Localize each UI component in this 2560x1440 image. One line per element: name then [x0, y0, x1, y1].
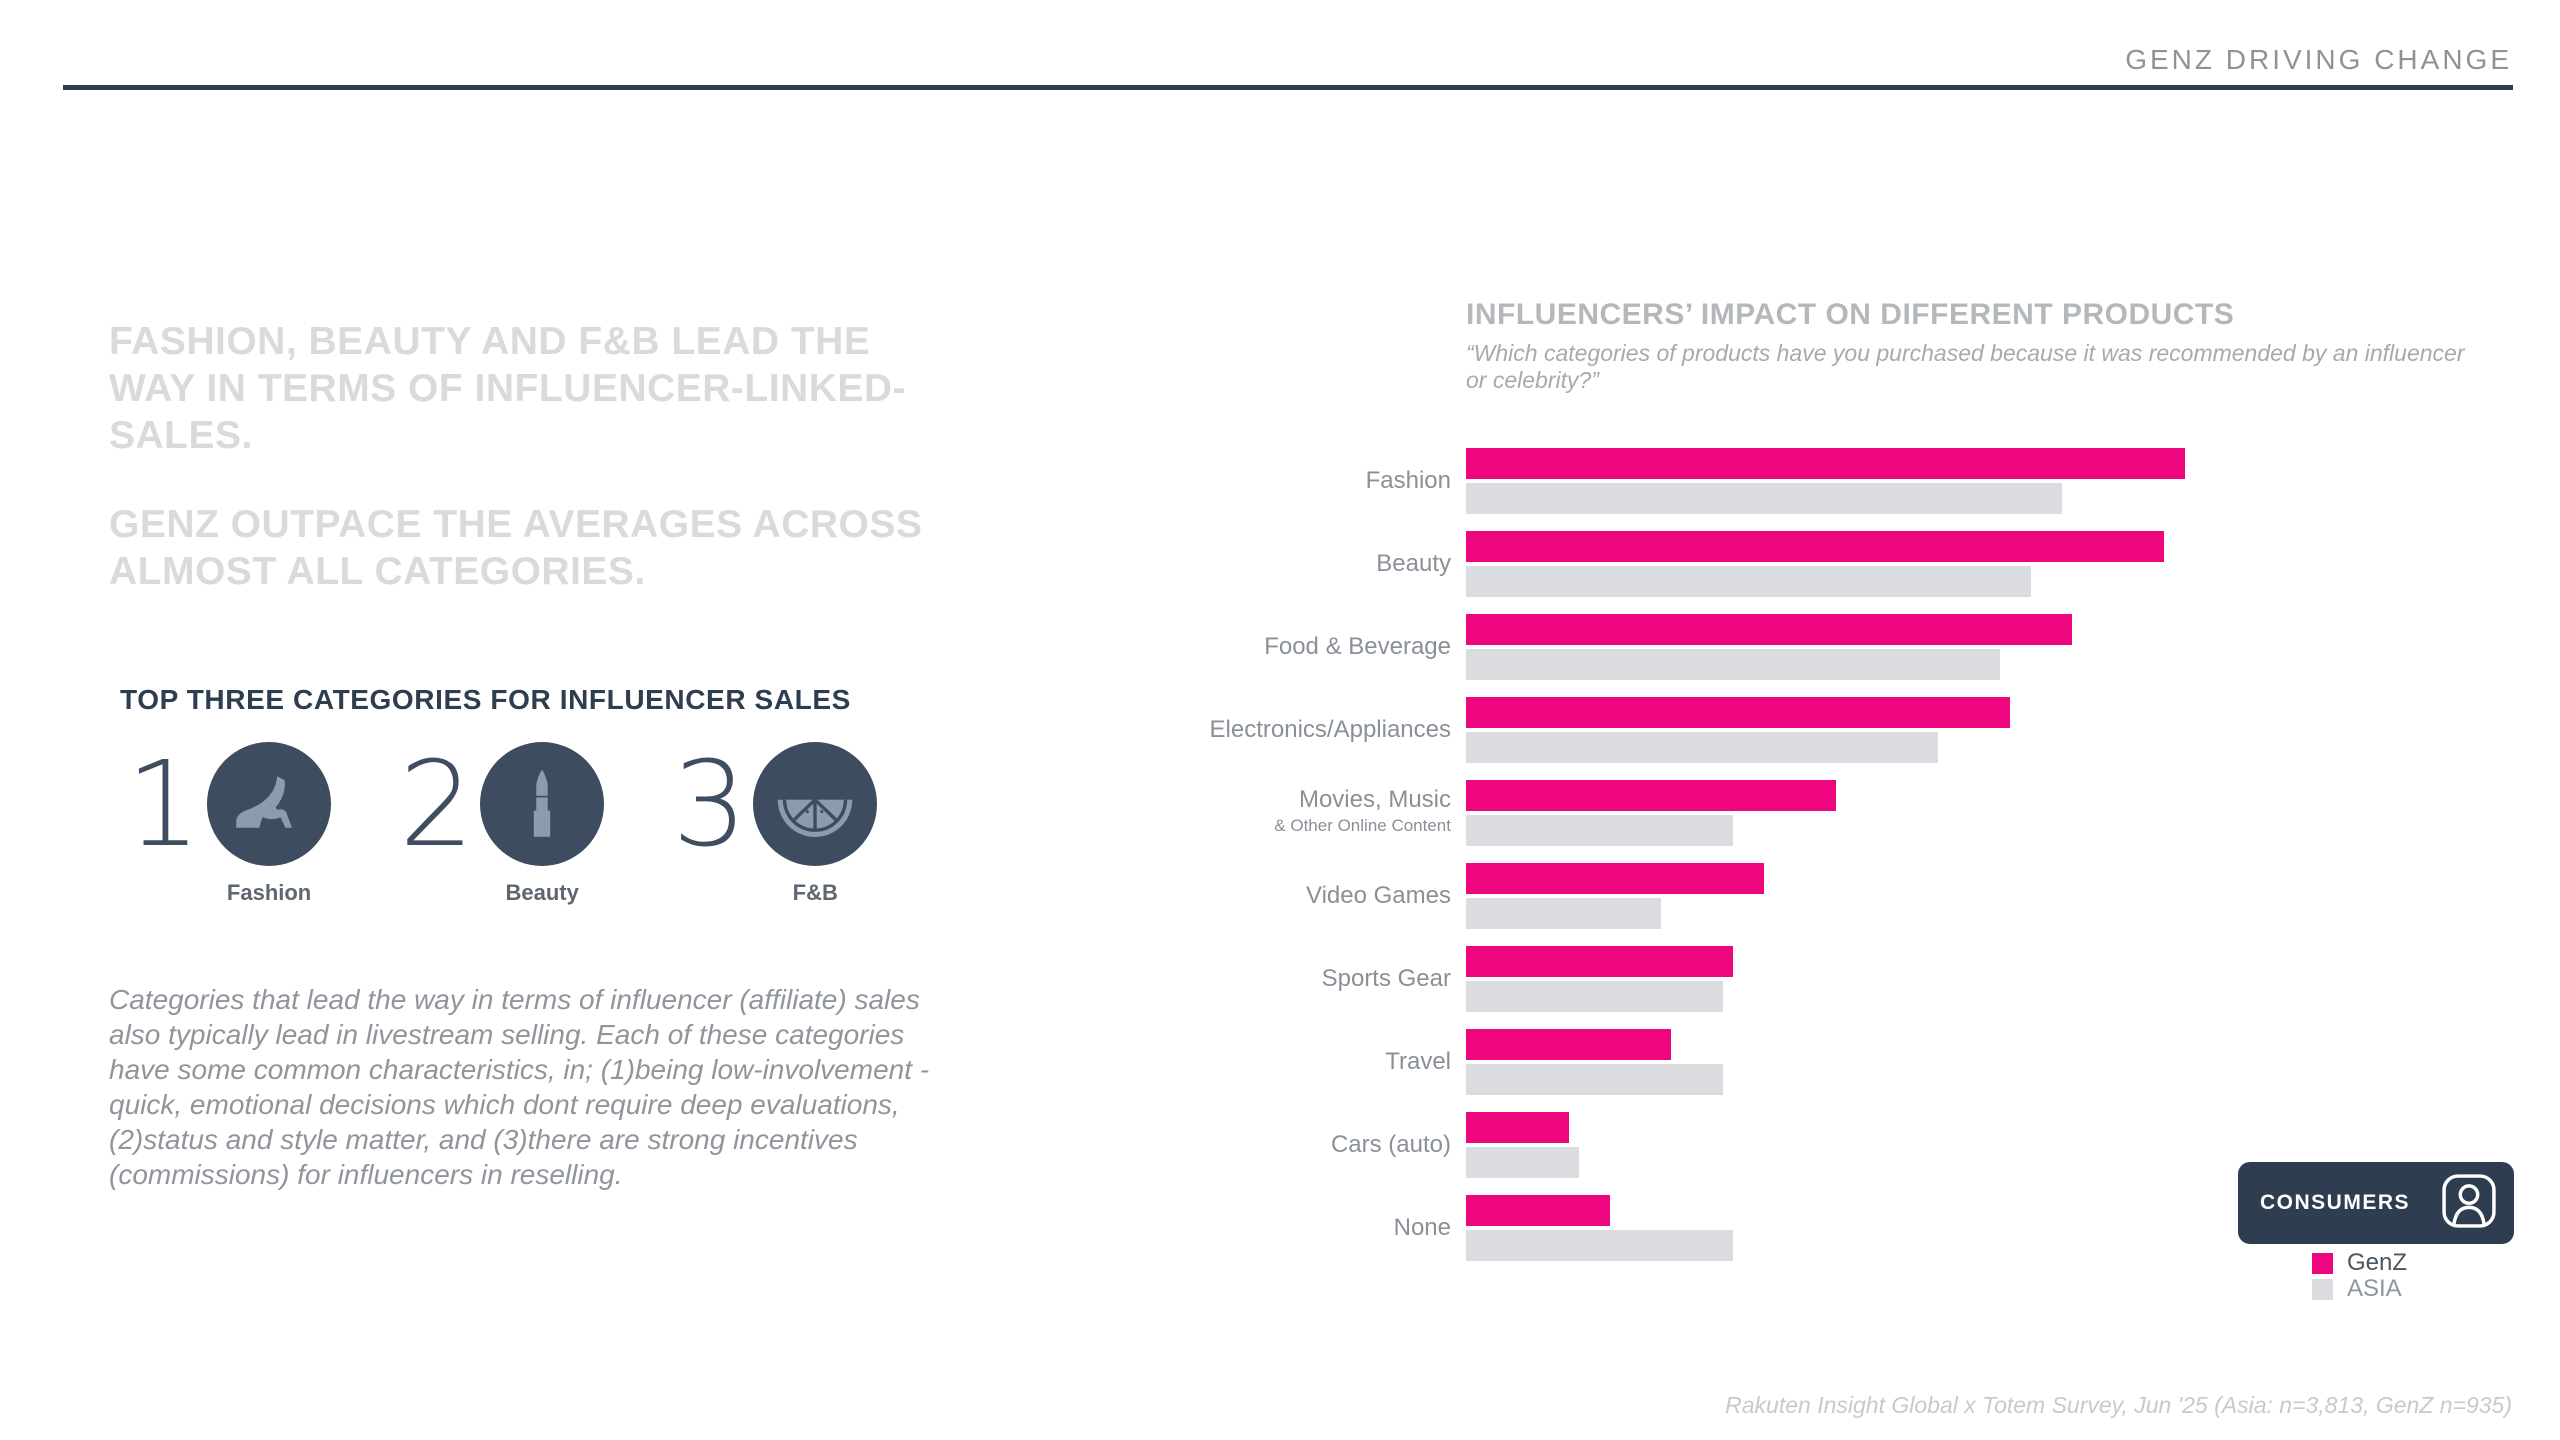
rank-item-fashion: 1 Fashion — [126, 735, 332, 906]
chart-row: Beauty — [1139, 531, 2276, 597]
category-label: Movies, Music — [1298, 786, 1451, 813]
rank-item-fnb: 3 F&B — [672, 735, 878, 906]
category-label: Sports Gear — [1321, 965, 1451, 992]
genz-bar — [1466, 1112, 1569, 1143]
rank-number: 2 — [399, 735, 475, 873]
source-note: Rakuten Insight Global x Totem Survey, J… — [1725, 1392, 2512, 1418]
top-three-rankings: 1 Fashion 2 Beauty 3 — [126, 735, 878, 906]
asia-bar — [1466, 815, 1734, 846]
consumers-badge: CONSUMERS — [2238, 1162, 2514, 1244]
headline-1: FASHION, BEAUTY AND F&B LEAD THE WAY IN … — [109, 320, 907, 457]
genz-bar — [1466, 531, 2165, 562]
legend-item-genz: GenZ — [2312, 1250, 2407, 1276]
rank-label: Fashion — [226, 880, 312, 905]
chart-row: Movies, Music & Other Online Content — [1139, 780, 2276, 846]
category-label: Cars (auto) — [1330, 1131, 1451, 1158]
genz-bar — [1466, 946, 1734, 977]
header-rule — [63, 85, 2513, 90]
rank-number: 3 — [672, 735, 748, 873]
asia-bar — [1466, 649, 2001, 680]
category-label: None — [1393, 1214, 1451, 1241]
genz-bar — [1466, 1195, 1610, 1226]
asia-bar — [1466, 1147, 1579, 1178]
chart-row: Cars (auto) — [1139, 1112, 2276, 1178]
category-label: Food & Beverage — [1264, 633, 1451, 660]
genz-bar — [1466, 863, 1764, 894]
chart-title: INFLUENCERS’ IMPACT ON DIFFERENT PRODUCT… — [1466, 298, 2235, 331]
chart-row: Video Games — [1139, 863, 2276, 929]
genz-swatch — [2312, 1252, 2333, 1274]
commentary-text: Categories that lead the way in terms of… — [109, 984, 930, 1190]
genz-bar — [1466, 1029, 1672, 1060]
chart-row: Electronics/Appliances — [1139, 697, 2276, 763]
asia-bar — [1466, 483, 2062, 514]
bar-chart: Fashion Beauty Food & Beverage Electro — [1139, 448, 2276, 1278]
chart-row: Fashion — [1139, 448, 2276, 514]
asia-bar — [1466, 1230, 1734, 1261]
category-label: Travel — [1385, 1048, 1451, 1075]
legend-label: GenZ — [2347, 1249, 2408, 1276]
category-sublabel: & Other Online Content — [1274, 816, 1451, 835]
page-title: GENZ DRIVING CHANGE — [2125, 44, 2512, 75]
legend-label: ASIA — [2347, 1275, 2402, 1302]
headline-block: FASHION, BEAUTY AND F&B LEAD THE WAY IN … — [109, 318, 959, 595]
asia-swatch — [2312, 1278, 2333, 1300]
category-label: Fashion — [1365, 467, 1451, 494]
genz-bar — [1466, 697, 2011, 728]
chart-legend: GenZ ASIA — [2312, 1250, 2407, 1302]
high-heel-icon — [207, 742, 332, 866]
genz-bar — [1466, 780, 1836, 811]
category-label: Video Games — [1306, 882, 1451, 909]
asia-bar — [1466, 898, 1662, 929]
chart-row: None — [1139, 1195, 2276, 1261]
headline-2: GENZ OUTPACE THE AVERAGES ACROSS ALMOST … — [109, 503, 923, 593]
person-icon — [2440, 1172, 2498, 1235]
rank-label: Beauty — [505, 880, 579, 905]
section-title: TOP THREE CATEGORIES FOR INFLUENCER SALE… — [120, 684, 851, 715]
chart-row: Travel — [1139, 1029, 2276, 1095]
asia-bar — [1466, 981, 1723, 1012]
consumers-badge-label: CONSUMERS — [2260, 1191, 2411, 1214]
chart-subtitle: “Which categories of products have you p… — [1466, 340, 2465, 393]
rank-label: F&B — [792, 880, 838, 905]
genz-bar — [1466, 448, 2185, 479]
category-label: Beauty — [1376, 550, 1451, 577]
chart-row: Sports Gear — [1139, 946, 2276, 1012]
rank-item-beauty: 2 Beauty — [399, 735, 605, 906]
lipstick-icon — [480, 742, 605, 866]
asia-bar — [1466, 566, 2031, 597]
asia-bar — [1466, 1064, 1723, 1095]
genz-bar — [1466, 614, 2072, 645]
citrus-slice-icon — [753, 742, 878, 866]
category-label: Electronics/Appliances — [1209, 716, 1451, 743]
legend-item-asia: ASIA — [2312, 1276, 2407, 1302]
asia-bar — [1466, 732, 1939, 763]
chart-row: Food & Beverage — [1139, 614, 2276, 680]
rank-number: 1 — [126, 735, 202, 873]
